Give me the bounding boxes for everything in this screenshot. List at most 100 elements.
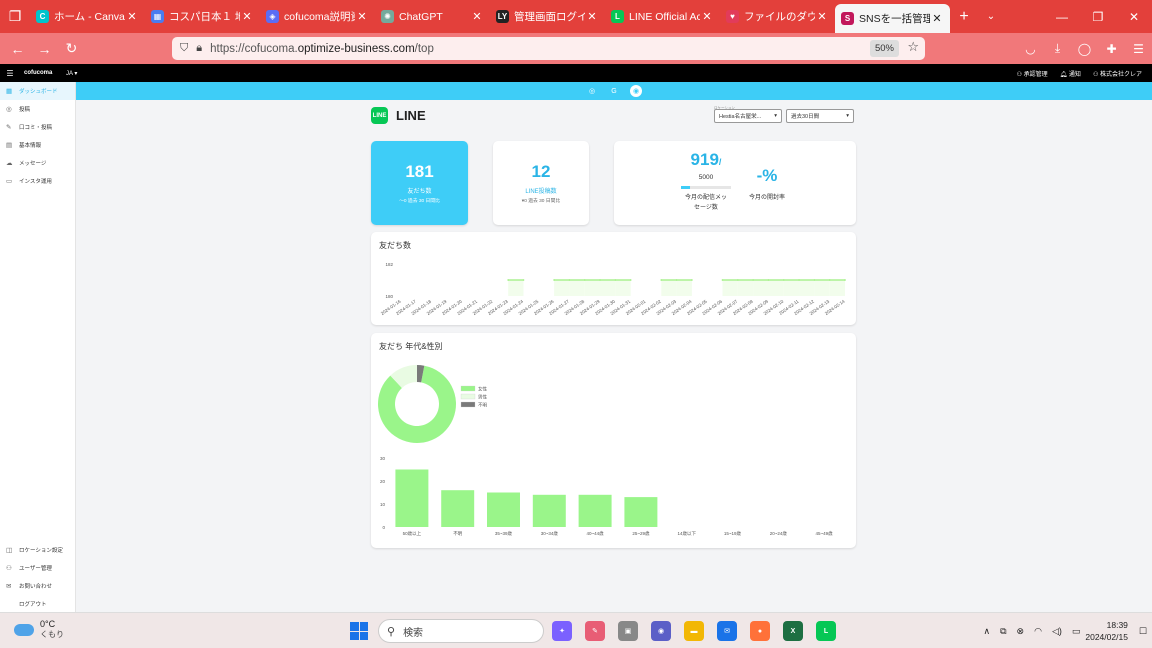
tray-app-icon[interactable]: ⧉: [1000, 625, 1007, 636]
bar[interactable]: [441, 490, 475, 527]
bar[interactable]: [532, 494, 566, 527]
language-select[interactable]: JA ▾: [66, 70, 78, 77]
browser-tab[interactable]: ♥ ファイルのダウンロード✕: [720, 0, 835, 33]
start-button[interactable]: [350, 622, 368, 640]
bar[interactable]: [578, 494, 612, 527]
close-tab-icon[interactable]: ✕: [472, 11, 482, 23]
period-select[interactable]: 過去30日間 ▾: [786, 109, 854, 123]
terminal-app[interactable]: ▣: [618, 621, 638, 641]
bookmark-star-icon[interactable]: ☆: [907, 39, 919, 54]
bar[interactable]: [395, 469, 429, 528]
back-button[interactable]: ←: [4, 41, 31, 57]
address-bar[interactable]: ⛉ 🔒︎ https://cofucoma.optimize-business.…: [172, 37, 925, 60]
copilot-app[interactable]: ✦: [552, 621, 572, 641]
zoom-level-button[interactable]: 50%: [869, 40, 899, 57]
browser-tab[interactable]: S SNSを一括管理 ✕: [835, 4, 950, 33]
tray-chevron-icon[interactable]: ∧: [983, 625, 991, 636]
browser-tab[interactable]: C ホーム - Canva ✕: [30, 0, 145, 33]
location-select[interactable]: Hestia名古屋栄... ▾: [714, 109, 782, 123]
sidebar-item[interactable]: ☁ メッセージ: [0, 154, 75, 172]
data-point[interactable]: [690, 279, 693, 281]
company-menu[interactable]: ⚇ 株式会社クレア: [1093, 69, 1142, 78]
forward-button[interactable]: →: [31, 41, 58, 57]
sidebar-item[interactable]: ◫ ロケーション設定: [0, 541, 76, 559]
data-point[interactable]: [844, 279, 846, 281]
data-point[interactable]: [767, 279, 770, 281]
browser-tab[interactable]: ▦ コスパ日本１ 地域✕: [145, 0, 260, 33]
download-icon[interactable]: ⤓: [1054, 41, 1061, 55]
pie-slice[interactable]: [390, 365, 417, 388]
browser-tab[interactable]: ◈ cofucoma説明資料✕: [260, 0, 375, 33]
battery-icon[interactable]: ▭: [1071, 625, 1081, 636]
close-tab-icon[interactable]: ✕: [127, 11, 137, 23]
data-point[interactable]: [507, 279, 510, 281]
data-point[interactable]: [782, 279, 785, 281]
pie-slice[interactable]: [417, 365, 425, 383]
close-tab-icon[interactable]: ✕: [587, 11, 597, 23]
app-brand[interactable]: cofucoma: [24, 70, 53, 76]
data-point[interactable]: [660, 279, 663, 281]
close-tab-icon[interactable]: ✕: [702, 11, 712, 23]
browser-tab[interactable]: ✺ ChatGPT ✕: [375, 0, 490, 33]
mail-app[interactable]: ✉: [717, 621, 737, 641]
pocket-icon[interactable]: ◡: [1025, 41, 1036, 56]
menu-icon[interactable]: ☰: [1133, 41, 1144, 56]
tab-overview-button[interactable]: ❐: [0, 0, 30, 33]
data-point[interactable]: [629, 279, 632, 281]
data-point[interactable]: [568, 279, 571, 281]
new-tab-button[interactable]: +: [959, 7, 969, 25]
extensions-icon[interactable]: ✚: [1106, 41, 1117, 56]
data-point[interactable]: [599, 279, 601, 281]
firefox-app[interactable]: ●: [750, 621, 770, 641]
data-point[interactable]: [828, 279, 831, 281]
explorer-app[interactable]: ▬: [684, 621, 704, 641]
weather-widget[interactable]: 0°C くもり: [14, 619, 64, 640]
data-point[interactable]: [813, 279, 816, 281]
restore-button[interactable]: ❐: [1092, 9, 1104, 24]
notification-center-icon[interactable]: ☐: [1138, 625, 1147, 636]
sidebar-item[interactable]: ▤ 基本情報: [0, 136, 75, 154]
browser-tab[interactable]: L LINE Official Accou✕: [605, 0, 720, 33]
lock-icon[interactable]: 🔒︎: [196, 42, 203, 54]
minimize-button[interactable]: —: [1056, 9, 1068, 24]
approval-link[interactable]: ⚇ 承認管理: [1017, 69, 1048, 78]
clock[interactable]: 18:39 2024/02/15: [1085, 619, 1128, 643]
tracking-shield-icon[interactable]: ⛉: [180, 42, 189, 54]
bar[interactable]: [487, 492, 520, 528]
bar[interactable]: [624, 497, 658, 527]
sidebar-item[interactable]: ▦ ダッシュボード: [0, 82, 75, 100]
browser-tab[interactable]: LY 管理画面ログイン |✕: [490, 0, 605, 33]
close-tab-icon[interactable]: ✕: [817, 11, 827, 23]
excel-app[interactable]: X: [783, 621, 803, 641]
data-point[interactable]: [675, 279, 678, 281]
tray-close-icon[interactable]: ⊗: [1016, 625, 1025, 636]
line-app[interactable]: L: [816, 621, 836, 641]
data-point[interactable]: [736, 279, 739, 281]
data-point[interactable]: [721, 279, 724, 281]
notification-link[interactable]: 🔔︎ 通知: [1060, 69, 1081, 78]
data-point[interactable]: [798, 279, 800, 281]
google-icon[interactable]: G: [611, 87, 617, 95]
sidebar-item[interactable]: ✎ 口コミ・投稿: [0, 118, 75, 136]
sidebar-item[interactable]: ✉ お問い合わせ: [0, 577, 76, 595]
data-point[interactable]: [752, 279, 755, 281]
hamburger-icon[interactable]: ☰: [6, 68, 14, 78]
sidebar-item[interactable]: ⚇ ユーザー管理: [0, 559, 76, 577]
taskbar-search[interactable]: ⚲ 検索: [378, 619, 544, 643]
sidebar-item[interactable]: ▭ インスタ運用: [0, 172, 75, 190]
data-point[interactable]: [553, 279, 556, 281]
data-point[interactable]: [583, 279, 586, 281]
tab-list-button[interactable]: ⌄: [978, 11, 1004, 22]
volume-icon[interactable]: ◁): [1051, 625, 1062, 636]
teams-app[interactable]: ◉: [651, 621, 671, 641]
sidebar-item[interactable]: ◎ 投稿: [0, 100, 75, 118]
wifi-icon[interactable]: ◠: [1034, 625, 1042, 636]
close-tab-icon[interactable]: ✕: [357, 11, 367, 23]
sidebar-item[interactable]: ログアウト: [0, 595, 76, 613]
notes-app[interactable]: ✎: [585, 621, 605, 641]
data-point[interactable]: [522, 279, 525, 281]
account-icon[interactable]: ◯: [1077, 41, 1092, 56]
close-tab-icon[interactable]: ✕: [932, 13, 942, 25]
line-icon[interactable]: ◉: [630, 85, 642, 97]
instagram-icon[interactable]: ◎: [588, 88, 596, 95]
